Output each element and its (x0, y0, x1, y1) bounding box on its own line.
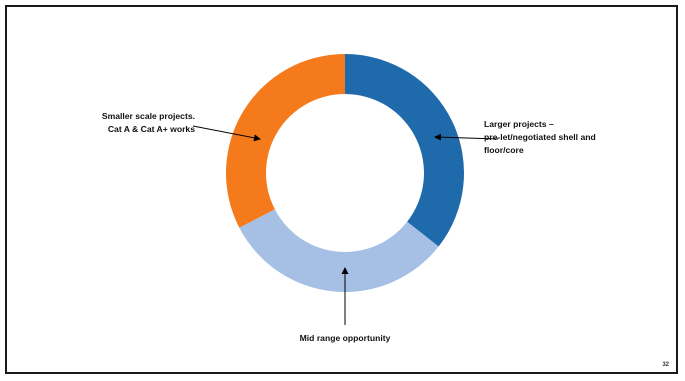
smaller-projects-label: Smaller scale projects. Cat A & Cat A+ w… (52, 110, 195, 136)
left-annotation-arrow (192, 125, 261, 142)
right-annotation-arrow (434, 133, 499, 141)
donut-segment-smaller (225, 54, 345, 228)
larger-projects-line-2: pre-let/negotiated shell and (484, 132, 596, 142)
smaller-projects-line-2: Cat A & Cat A+ works (107, 124, 195, 134)
donut-segment-mid (239, 209, 439, 293)
donut-segment-larger (345, 54, 465, 247)
donut-segments (225, 54, 465, 293)
page-number: 32 (662, 362, 669, 368)
larger-projects-line-3: floor/core (484, 145, 524, 155)
larger-projects-line-1: Larger projects – (484, 119, 554, 129)
smaller-projects-line-1: Smaller scale projects. (101, 111, 195, 121)
larger-projects-label: Larger projects – pre-let/negotiated she… (484, 118, 634, 157)
mid-range-label: Mid range opportunity (299, 333, 391, 343)
